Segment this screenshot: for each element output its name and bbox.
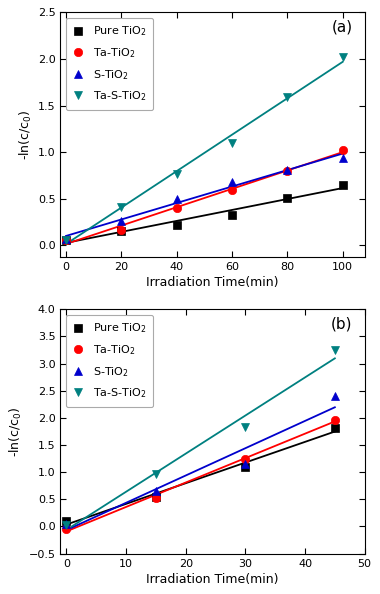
S-TiO$_2$: [340, 154, 345, 162]
Ta-S-TiO$_2$: [64, 522, 69, 529]
Line: Pure TiO$_2$: Pure TiO$_2$: [62, 181, 347, 244]
S-TiO$_2$: [285, 166, 290, 173]
Ta-TiO$_2$: [243, 455, 248, 462]
Pure TiO$_2$: [64, 517, 69, 525]
Text: (a): (a): [331, 20, 353, 34]
S-TiO$_2$: [332, 393, 337, 400]
Pure TiO$_2$: [285, 194, 290, 201]
Ta-S-TiO$_2$: [332, 346, 337, 353]
Pure TiO$_2$: [64, 236, 68, 244]
S-TiO$_2$: [230, 178, 234, 185]
Text: (b): (b): [331, 317, 353, 331]
S-TiO$_2$: [154, 487, 158, 494]
Ta-TiO$_2$: [340, 147, 345, 154]
Line: Ta-TiO$_2$: Ta-TiO$_2$: [62, 416, 339, 533]
Legend: Pure TiO$_2$, Ta-TiO$_2$, S-TiO$_2$, Ta-S-TiO$_2$: Pure TiO$_2$, Ta-TiO$_2$, S-TiO$_2$, Ta-…: [66, 315, 153, 407]
Line: Pure TiO$_2$: Pure TiO$_2$: [62, 424, 339, 525]
Pure TiO$_2$: [332, 424, 337, 431]
Y-axis label: -ln(c/c$_0$): -ln(c/c$_0$): [8, 406, 24, 457]
Line: Ta-S-TiO$_2$: Ta-S-TiO$_2$: [62, 346, 339, 529]
Ta-S-TiO$_2$: [243, 424, 248, 431]
S-TiO$_2$: [119, 217, 124, 225]
Pure TiO$_2$: [174, 222, 179, 229]
Ta-S-TiO$_2$: [119, 204, 124, 211]
Line: Ta-S-TiO$_2$: Ta-S-TiO$_2$: [62, 53, 347, 244]
S-TiO$_2$: [243, 460, 248, 467]
Pure TiO$_2$: [340, 181, 345, 188]
Ta-S-TiO$_2$: [285, 94, 290, 101]
S-TiO$_2$: [64, 235, 68, 242]
X-axis label: Irradiation Time(min): Irradiation Time(min): [146, 573, 279, 586]
Ta-TiO$_2$: [154, 494, 158, 501]
Ta-S-TiO$_2$: [154, 471, 158, 478]
Ta-TiO$_2$: [230, 186, 234, 193]
Legend: Pure TiO$_2$, Ta-TiO$_2$, S-TiO$_2$, Ta-S-TiO$_2$: Pure TiO$_2$, Ta-TiO$_2$, S-TiO$_2$, Ta-…: [66, 18, 153, 110]
Ta-TiO$_2$: [174, 204, 179, 211]
Pure TiO$_2$: [243, 463, 248, 470]
Y-axis label: -ln(c/c$_0$): -ln(c/c$_0$): [17, 109, 34, 160]
Line: Ta-TiO$_2$: Ta-TiO$_2$: [62, 146, 347, 244]
S-TiO$_2$: [174, 195, 179, 203]
Ta-TiO$_2$: [332, 416, 337, 424]
Pure TiO$_2$: [119, 227, 124, 234]
Ta-S-TiO$_2$: [64, 236, 68, 244]
X-axis label: Irradiation Time(min): Irradiation Time(min): [146, 276, 279, 289]
Ta-S-TiO$_2$: [340, 53, 345, 61]
Ta-TiO$_2$: [64, 526, 69, 533]
Line: S-TiO$_2$: S-TiO$_2$: [62, 392, 339, 528]
Ta-TiO$_2$: [119, 226, 124, 233]
S-TiO$_2$: [64, 520, 69, 527]
Ta-TiO$_2$: [64, 236, 68, 244]
Pure TiO$_2$: [230, 211, 234, 218]
Pure TiO$_2$: [154, 493, 158, 500]
Ta-TiO$_2$: [285, 168, 290, 175]
Line: S-TiO$_2$: S-TiO$_2$: [62, 154, 347, 243]
Ta-S-TiO$_2$: [174, 170, 179, 177]
Ta-S-TiO$_2$: [230, 140, 234, 147]
